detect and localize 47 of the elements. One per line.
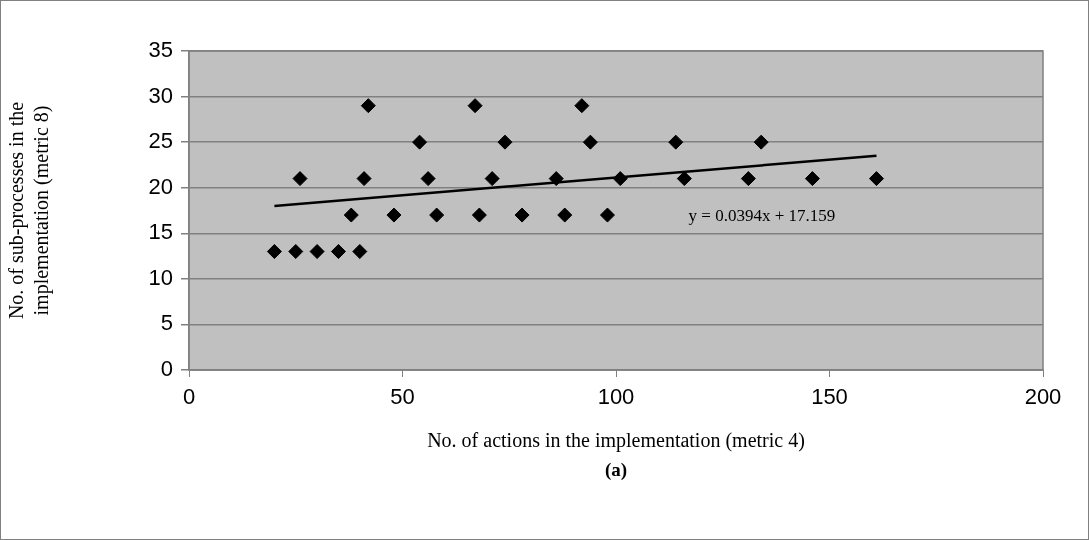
point (484, 171, 500, 187)
point (356, 171, 372, 187)
annotation: y = 0.0394x + 17.159 (688, 206, 836, 226)
point (288, 244, 304, 260)
point (429, 207, 445, 223)
x-tick-label: 0 (182, 384, 196, 410)
point (309, 244, 325, 260)
y-tick-label: 20 (148, 173, 173, 199)
point (557, 207, 573, 223)
y-tick-label: 25 (148, 128, 173, 154)
point (740, 171, 756, 187)
point (292, 171, 308, 187)
point (412, 134, 428, 150)
point (668, 134, 684, 150)
point (868, 171, 884, 187)
point (352, 244, 368, 260)
y-tick-label: 35 (148, 37, 173, 63)
x-tick-label: 150 (811, 384, 848, 410)
x-axis-title: No. of actions in the implementation (metric 4) (427, 429, 805, 453)
x-tick-label: 100 (597, 384, 635, 410)
point (420, 171, 436, 187)
point (386, 207, 402, 223)
point (548, 171, 564, 187)
point (676, 171, 692, 187)
point (471, 207, 487, 223)
point (574, 98, 590, 114)
y-tick-label: 10 (148, 264, 173, 290)
x-tick-label: 200 (1024, 384, 1062, 410)
point (497, 134, 513, 150)
point (514, 207, 530, 223)
x-tick-label: 50 (390, 384, 415, 410)
y-tick-label: 5 (160, 310, 173, 336)
point (804, 171, 820, 187)
point (582, 134, 598, 150)
point (612, 171, 628, 187)
point (753, 134, 769, 150)
y-tick-label: 30 (148, 82, 173, 108)
point (599, 207, 615, 223)
y-axis-title: No. of sub-processes in the implementation (metric 8) (4, 101, 53, 320)
point (330, 244, 346, 260)
point (343, 207, 359, 223)
y-tick-label: 15 (148, 219, 173, 245)
point (360, 98, 376, 114)
text: (a) (604, 458, 628, 481)
point (467, 98, 483, 114)
y-tick-label: 0 (160, 356, 173, 382)
point (266, 244, 282, 260)
